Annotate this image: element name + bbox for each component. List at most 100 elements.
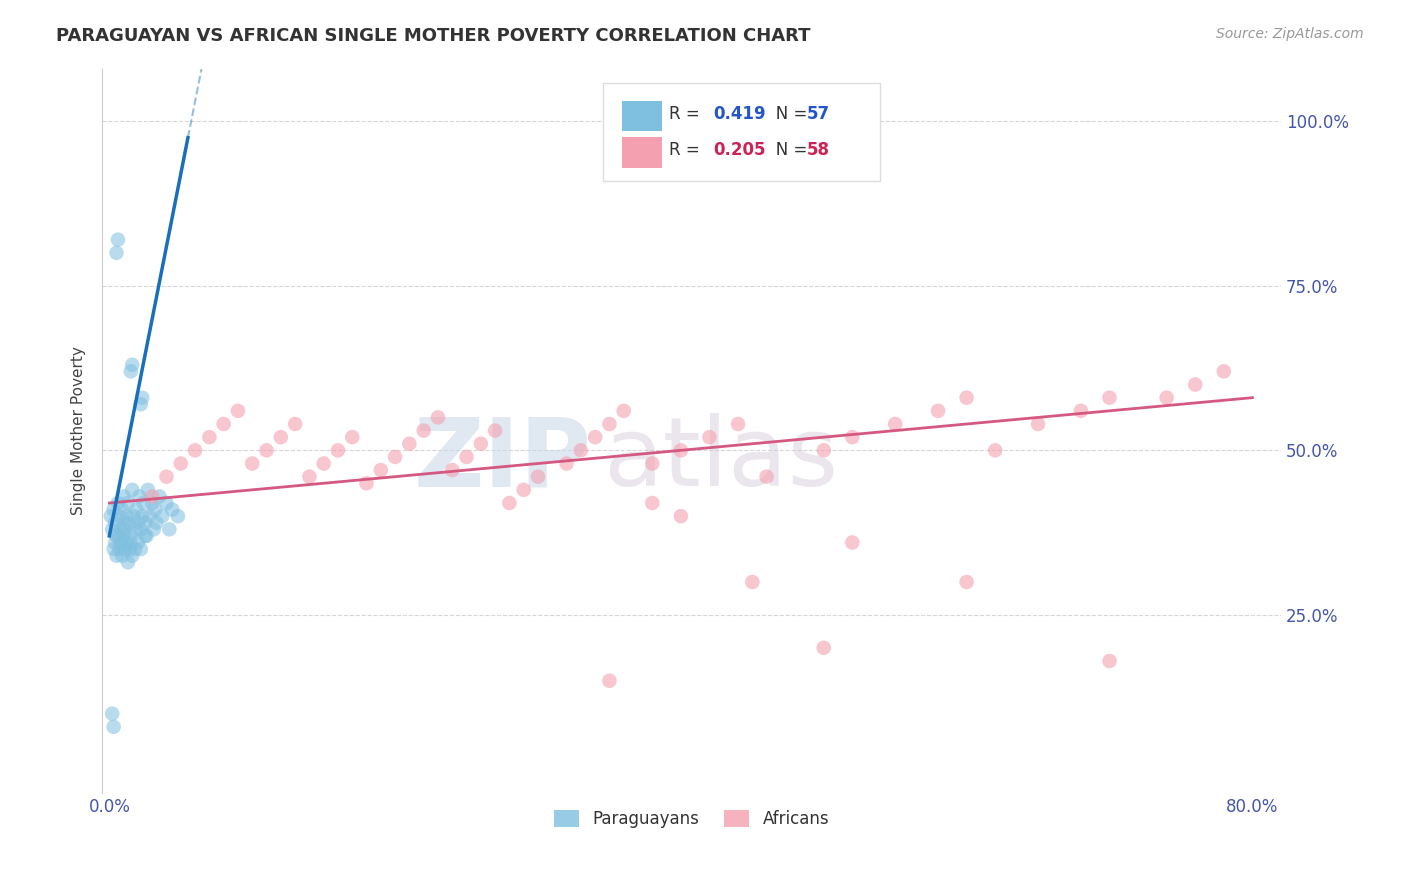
Point xyxy=(270,430,292,444)
Point xyxy=(456,450,478,464)
Point xyxy=(114,542,136,557)
Point xyxy=(641,457,664,471)
Point xyxy=(124,542,146,557)
Point xyxy=(170,457,193,471)
Point xyxy=(669,509,692,524)
Point xyxy=(326,443,349,458)
Point xyxy=(105,529,128,543)
Point xyxy=(284,417,307,431)
Point xyxy=(598,673,620,688)
Text: ZIP: ZIP xyxy=(413,413,592,506)
Point xyxy=(527,469,550,483)
Point xyxy=(741,574,763,589)
Point xyxy=(583,430,606,444)
Point xyxy=(927,404,949,418)
Text: PARAGUAYAN VS AFRICAN SINGLE MOTHER POVERTY CORRELATION CHART: PARAGUAYAN VS AFRICAN SINGLE MOTHER POVE… xyxy=(56,27,811,45)
Point xyxy=(128,490,150,504)
Point xyxy=(121,358,143,372)
Point xyxy=(134,529,156,543)
Point xyxy=(956,574,979,589)
Point xyxy=(956,391,979,405)
Point xyxy=(132,496,155,510)
Point xyxy=(1026,417,1049,431)
Point xyxy=(498,496,520,510)
Point xyxy=(699,430,721,444)
Point xyxy=(129,397,152,411)
Point xyxy=(613,404,636,418)
FancyBboxPatch shape xyxy=(621,101,662,131)
Point xyxy=(120,535,142,549)
Point xyxy=(103,502,125,516)
Point xyxy=(141,490,163,504)
Point xyxy=(118,516,141,530)
Point xyxy=(131,509,153,524)
Point xyxy=(212,417,235,431)
Text: N =: N = xyxy=(761,104,813,122)
Point xyxy=(134,516,156,530)
Point xyxy=(124,522,146,536)
Point xyxy=(1070,404,1092,418)
Text: R =: R = xyxy=(669,104,710,122)
Point xyxy=(101,522,124,536)
Point xyxy=(131,391,153,405)
Legend: Paraguayans, Africans: Paraguayans, Africans xyxy=(547,804,835,835)
Point xyxy=(412,424,434,438)
Point xyxy=(135,529,157,543)
Point xyxy=(142,522,165,536)
Point xyxy=(150,509,173,524)
Point xyxy=(143,502,166,516)
Point xyxy=(984,443,1007,458)
Point xyxy=(120,364,142,378)
Point xyxy=(105,245,128,260)
Point xyxy=(841,535,863,549)
Text: 0.419: 0.419 xyxy=(713,104,765,122)
Point xyxy=(727,417,749,431)
Point xyxy=(138,509,160,524)
Point xyxy=(129,542,152,557)
Point xyxy=(598,417,620,431)
Point xyxy=(298,469,321,483)
Point xyxy=(813,640,835,655)
Point xyxy=(121,549,143,563)
Point xyxy=(108,542,131,557)
Point xyxy=(122,509,145,524)
Point xyxy=(112,490,135,504)
Point xyxy=(167,509,190,524)
Point xyxy=(145,516,167,530)
Point xyxy=(755,469,778,483)
Point xyxy=(100,509,122,524)
Point xyxy=(155,496,177,510)
Point xyxy=(1212,364,1234,378)
Point xyxy=(107,496,129,510)
Point xyxy=(114,522,136,536)
Point xyxy=(157,522,180,536)
Point xyxy=(107,233,129,247)
Point xyxy=(841,430,863,444)
Point xyxy=(1184,377,1206,392)
Point xyxy=(101,706,124,721)
Point xyxy=(198,430,221,444)
Point xyxy=(184,443,207,458)
Point xyxy=(669,443,692,458)
Point xyxy=(370,463,392,477)
Point xyxy=(256,443,278,458)
Point xyxy=(112,516,135,530)
Point xyxy=(127,516,149,530)
Point xyxy=(117,496,139,510)
Point xyxy=(441,463,464,477)
Point xyxy=(1098,391,1121,405)
Point xyxy=(111,502,134,516)
Text: 0.205: 0.205 xyxy=(713,141,765,159)
Text: Source: ZipAtlas.com: Source: ZipAtlas.com xyxy=(1216,27,1364,41)
Point xyxy=(342,430,364,444)
Point xyxy=(148,490,170,504)
Point xyxy=(125,502,148,516)
Point xyxy=(398,436,420,450)
FancyBboxPatch shape xyxy=(603,83,880,181)
Point xyxy=(427,410,450,425)
Point xyxy=(107,529,129,543)
Point xyxy=(110,522,132,536)
Point xyxy=(356,476,378,491)
Point xyxy=(129,522,152,536)
Point xyxy=(110,535,132,549)
